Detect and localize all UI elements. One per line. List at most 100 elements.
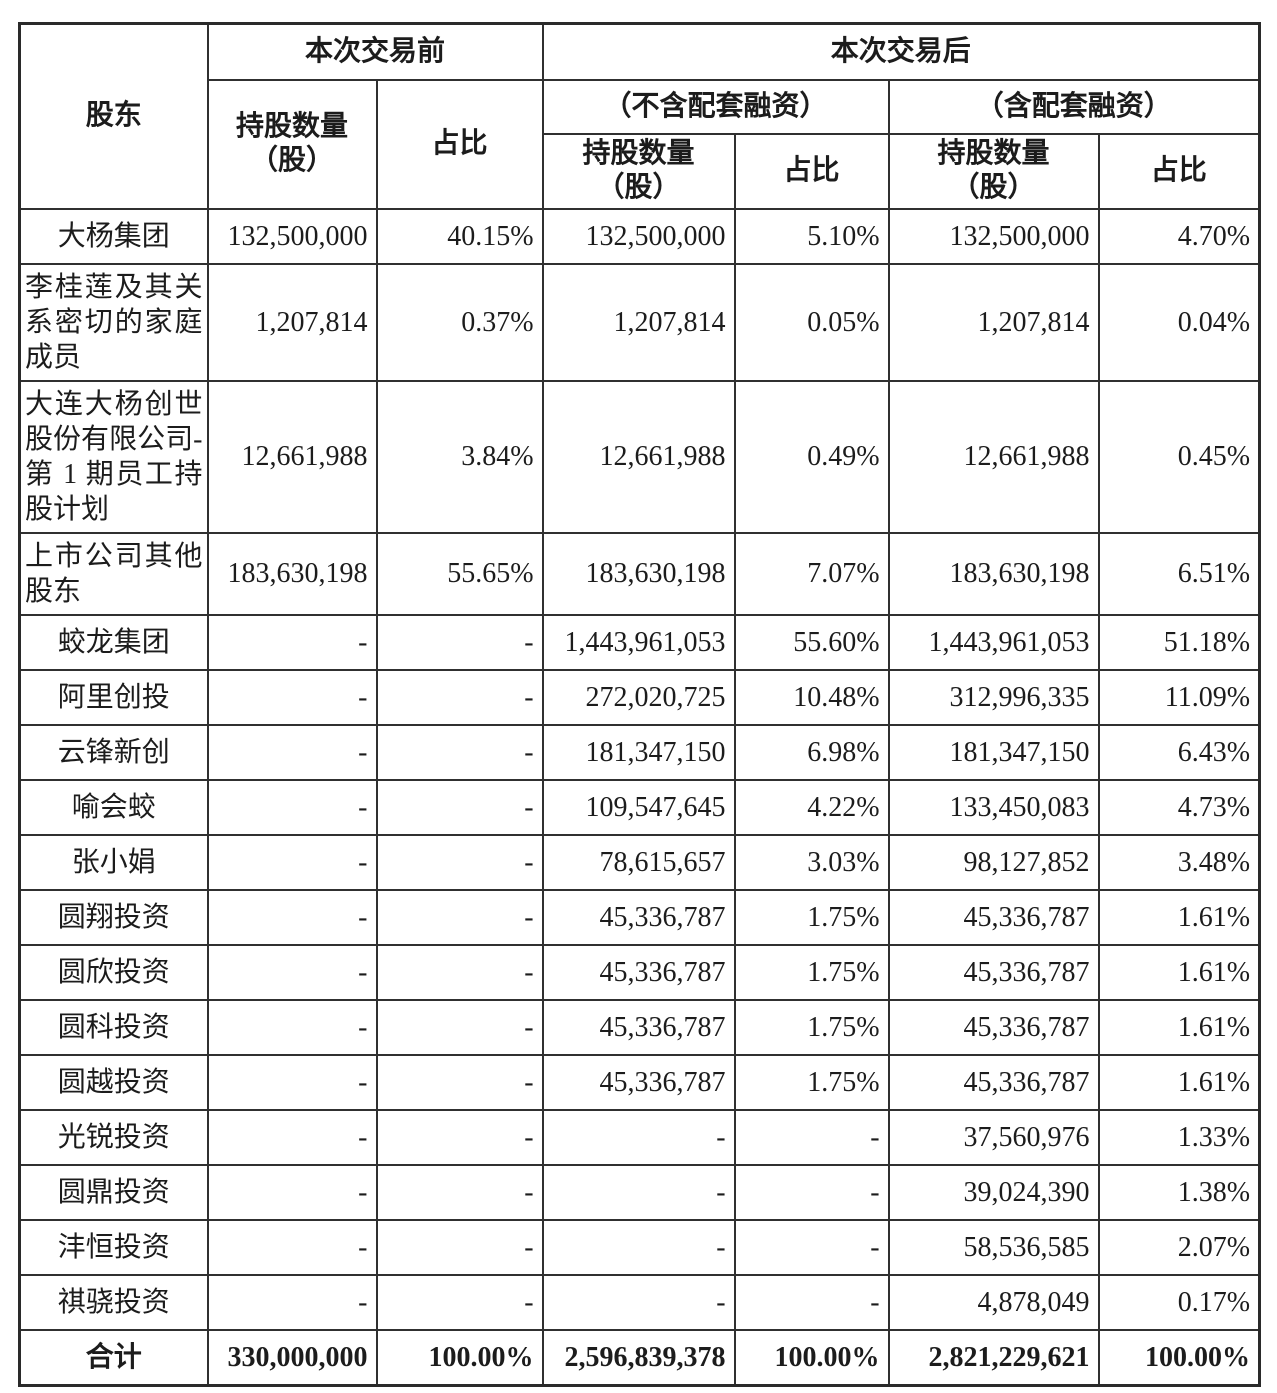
- inc-shares-cell: 45,336,787: [887, 1053, 1100, 1111]
- ex-shares-cell: 78,615,657: [541, 833, 736, 891]
- inc-ratio-cell: 0.17%: [1097, 1273, 1261, 1331]
- table-row: 光锐投资 - - - -37,560,976 1.33%: [18, 1108, 1261, 1166]
- pre-ratio-cell: -: [375, 1163, 544, 1221]
- pre-shares-cell: -: [206, 1218, 378, 1276]
- shareholder-name: 阿里创投: [18, 668, 209, 726]
- inc-ratio-cell: 2.07%: [1097, 1218, 1261, 1276]
- shareholder-name: 圆鼎投资: [18, 1163, 209, 1221]
- inc-ratio-cell: 1.61%: [1097, 943, 1261, 1001]
- ex-ratio-cell: -: [733, 1273, 890, 1331]
- shareholder-name: 大连大杨创世股份有限公司-第 1 期员工持股计划: [18, 379, 209, 534]
- header-after-transaction: 本次交易后: [541, 22, 1261, 81]
- header-excluding-shares: 持股数量 （股）: [541, 132, 736, 210]
- ex-shares-cell: 45,336,787: [541, 888, 736, 946]
- inc-ratio-cell: 11.09%: [1097, 668, 1261, 726]
- pre-ratio-cell: 40.15%: [375, 207, 544, 265]
- ex-ratio-cell: 55.60%: [733, 613, 890, 671]
- table-row: 阿里创投 - -272,020,725 10.48% 312,996,335 11.09%: [18, 668, 1261, 726]
- ex-shares-cell: 45,336,787: [541, 943, 736, 1001]
- pre-shares-cell: 330,000,000: [206, 1328, 378, 1387]
- pre-ratio-cell: -: [375, 943, 544, 1001]
- pre-ratio-cell: -: [375, 998, 544, 1056]
- pre-shares-cell: -: [206, 778, 378, 836]
- inc-shares-cell: 98,127,852: [887, 833, 1100, 891]
- pre-ratio-cell: 0.37%: [375, 262, 544, 382]
- pre-ratio-cell: -: [375, 613, 544, 671]
- header-excluding-financing: （不含配套融资）: [541, 78, 890, 135]
- ex-shares-cell: 109,547,645: [541, 778, 736, 836]
- ex-shares-cell: 2,596,839,378: [541, 1328, 736, 1387]
- ex-shares-cell: 183,630,198: [541, 531, 736, 616]
- table-row: 圆鼎投资 - - - -39,024,390 1.38%: [18, 1163, 1261, 1221]
- inc-shares-cell: 4,878,049: [887, 1273, 1100, 1331]
- inc-ratio-cell: 4.73%: [1097, 778, 1261, 836]
- header-shareholder: 股东: [18, 22, 209, 210]
- ex-ratio-cell: 1.75%: [733, 943, 890, 1001]
- ex-shares-cell: 45,336,787: [541, 1053, 736, 1111]
- ex-ratio-cell: -: [733, 1108, 890, 1166]
- pre-shares-cell: -: [206, 723, 378, 781]
- table-row: 圆科投资 - -45,336,787 1.75% 45,336,787 1.61%: [18, 998, 1261, 1056]
- pre-ratio-cell: -: [375, 833, 544, 891]
- pre-ratio-cell: -: [375, 888, 544, 946]
- pre-ratio-cell: 3.84%: [375, 379, 544, 534]
- pre-ratio-cell: -: [375, 668, 544, 726]
- inc-shares-cell: 1,207,814: [887, 262, 1100, 382]
- ex-ratio-cell: 1.75%: [733, 888, 890, 946]
- shareholder-name: 圆欣投资: [18, 943, 209, 1001]
- inc-shares-cell: 2,821,229,621: [887, 1328, 1100, 1387]
- header-including-shares: 持股数量 （股）: [887, 132, 1100, 210]
- inc-shares-cell: 183,630,198: [887, 531, 1100, 616]
- ex-shares-cell: -: [541, 1108, 736, 1166]
- inc-ratio-cell: 1.61%: [1097, 1053, 1261, 1111]
- table-row: 李桂莲及其关系密切的家庭成员 1,207,814 0.37% 1,207,814 0.0…: [18, 262, 1261, 382]
- shareholder-name: 蛟龙集团: [18, 613, 209, 671]
- pre-shares-cell: 1,207,814: [206, 262, 378, 382]
- ex-ratio-cell: 0.49%: [733, 379, 890, 534]
- pre-shares-cell: -: [206, 1163, 378, 1221]
- ex-shares-cell: 1,443,961,053: [541, 613, 736, 671]
- table-row: 大连大杨创世股份有限公司-第 1 期员工持股计划 12,661,988 3.84% 1…: [18, 379, 1261, 534]
- ex-shares-cell: 272,020,725: [541, 668, 736, 726]
- shareholder-name: 圆越投资: [18, 1053, 209, 1111]
- pre-shares-cell: 12,661,988: [206, 379, 378, 534]
- inc-shares-cell: 12,661,988: [887, 379, 1100, 534]
- ex-shares-cell: 45,336,787: [541, 998, 736, 1056]
- shareholder-name: 光锐投资: [18, 1108, 209, 1166]
- table-row: 沣恒投资 - - - -58,536,585 2.07%: [18, 1218, 1261, 1276]
- ex-ratio-cell: 5.10%: [733, 207, 890, 265]
- table-row: 圆欣投资 - -45,336,787 1.75% 45,336,787 1.61%: [18, 943, 1261, 1001]
- pre-shares-cell: 183,630,198: [206, 531, 378, 616]
- shareholder-name: 圆翔投资: [18, 888, 209, 946]
- pre-ratio-cell: -: [375, 1108, 544, 1166]
- inc-shares-cell: 37,560,976: [887, 1108, 1100, 1166]
- pre-shares-cell: -: [206, 998, 378, 1056]
- inc-shares-cell: 133,450,083: [887, 778, 1100, 836]
- total-row: 合计 330,000,000 100.00% 2,596,839,378 100.00%…: [18, 1328, 1261, 1387]
- inc-ratio-cell: 3.48%: [1097, 833, 1261, 891]
- shareholder-name: 大杨集团: [18, 207, 209, 265]
- shareholder-name: 上市公司其他股东: [18, 531, 209, 616]
- inc-shares-cell: 45,336,787: [887, 888, 1100, 946]
- inc-ratio-cell: 1.38%: [1097, 1163, 1261, 1221]
- table-row: 大杨集团 132,500,000 40.15% 132,500,000 5.10% 132…: [18, 207, 1261, 265]
- ex-shares-cell: 1,207,814: [541, 262, 736, 382]
- table-header: 股东 本次交易前 本次交易后 持股数量 （股） 占比 （不含配套融资） （含配套…: [18, 22, 1261, 210]
- pre-shares-cell: -: [206, 1273, 378, 1331]
- ex-ratio-cell: 1.75%: [733, 998, 890, 1056]
- header-before-transaction: 本次交易前: [206, 22, 544, 81]
- shareholding-table: 股东 本次交易前 本次交易后 持股数量 （股） 占比 （不含配套融资） （含配套…: [18, 22, 1262, 1387]
- pre-ratio-cell: -: [375, 723, 544, 781]
- table-body: 大杨集团 132,500,000 40.15% 132,500,000 5.10% 132…: [18, 207, 1261, 1387]
- pre-ratio-cell: 100.00%: [375, 1328, 544, 1387]
- inc-ratio-cell: 1.33%: [1097, 1108, 1261, 1166]
- header-before-ratio: 占比: [375, 78, 544, 210]
- ex-shares-cell: -: [541, 1163, 736, 1221]
- shareholder-name: 合计: [18, 1328, 209, 1387]
- inc-shares-cell: 1,443,961,053: [887, 613, 1100, 671]
- inc-shares-cell: 39,024,390: [887, 1163, 1100, 1221]
- table-row: 圆翔投资 - -45,336,787 1.75% 45,336,787 1.61%: [18, 888, 1261, 946]
- shareholder-name: 云锋新创: [18, 723, 209, 781]
- table-row: 云锋新创 - -181,347,150 6.98% 181,347,150 6.43%: [18, 723, 1261, 781]
